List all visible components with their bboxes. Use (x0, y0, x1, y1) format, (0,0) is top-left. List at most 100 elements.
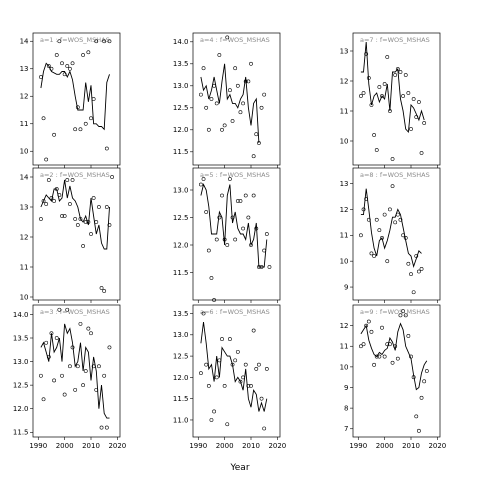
data-point (382, 212, 387, 217)
panel-frame (32, 167, 121, 301)
y-tick-label: 11 (340, 343, 349, 351)
data-point (65, 178, 70, 182)
data-point (233, 358, 238, 363)
data-point (235, 83, 240, 88)
data-point (83, 121, 88, 126)
data-point (104, 425, 109, 430)
x-axis-label: Year (229, 463, 249, 473)
data-point (377, 354, 382, 359)
data-point (262, 92, 267, 97)
data-point (398, 70, 403, 74)
x-tick-label: 2010 (242, 442, 260, 450)
data-point (238, 199, 243, 203)
y-tick-label: 11.5 (173, 148, 189, 156)
y-tick-label: 12.5 (13, 382, 29, 390)
data-point (411, 97, 416, 101)
data-point (39, 217, 43, 221)
data-point (217, 358, 222, 363)
y-tick-label: 12.0 (173, 374, 189, 382)
data-point (380, 94, 384, 98)
data-point (246, 215, 251, 220)
data-point (65, 307, 70, 312)
data-point (209, 276, 214, 280)
data-point (414, 115, 419, 119)
data-point (57, 39, 62, 44)
trend-line (360, 188, 422, 268)
panel-title: a=3 : f=WOS_MSHAS (40, 308, 110, 316)
panel-title: a=6 : f=WOS_MSHAS (200, 308, 270, 316)
data-point (225, 422, 230, 427)
data-point (214, 237, 219, 242)
data-point (251, 193, 256, 198)
data-point (212, 409, 216, 414)
data-point (235, 199, 240, 203)
data-point (102, 373, 107, 378)
data-point (97, 364, 101, 369)
data-point (385, 342, 390, 347)
x-tick-label: 2020 (108, 442, 126, 450)
data-point (199, 182, 203, 187)
trend-line (40, 179, 110, 250)
y-tick-label: 11 (340, 232, 349, 240)
data-point (374, 354, 379, 359)
data-point (228, 337, 232, 341)
trend-line (40, 323, 110, 419)
data-point (52, 132, 56, 137)
data-point (364, 323, 369, 328)
y-tick-label: 12.0 (173, 126, 189, 134)
data-point (107, 345, 112, 350)
y-tick-label: 13.5 (173, 310, 189, 318)
data-point (68, 364, 72, 369)
panel-frame (352, 32, 441, 166)
data-point (238, 379, 243, 384)
data-point (233, 66, 238, 71)
data-point (419, 151, 424, 155)
y-tick-label: 12.0 (13, 405, 29, 413)
x-tick-label: 2000 (216, 442, 234, 450)
data-point (97, 205, 101, 209)
data-point (249, 384, 253, 388)
data-point (251, 154, 256, 159)
data-point (91, 364, 96, 369)
y-tick-label: 12.0 (173, 241, 189, 249)
data-point (374, 148, 379, 152)
data-point (422, 121, 427, 125)
data-point (403, 73, 408, 77)
data-point (104, 205, 109, 209)
data-point (372, 133, 376, 137)
data-point (75, 223, 80, 227)
data-point (230, 119, 235, 123)
data-point (41, 199, 46, 203)
data-point (364, 52, 369, 56)
y-tick-label: 10 (340, 363, 349, 371)
data-point (366, 319, 371, 324)
y-tick-label: 13.5 (13, 334, 29, 342)
data-point (49, 66, 54, 71)
data-point (44, 340, 49, 345)
panel-5: a=5 : f=WOS_MSHAS 11.5 12.0 12.5 13.0 (173, 167, 281, 303)
data-point (201, 311, 206, 316)
data-point (251, 328, 256, 333)
panel-9: a=9 : f=WOS_MSHAS 7 8 9 10 11 12 1990 2000 2010 20… (340, 304, 446, 450)
data-point (54, 53, 59, 57)
data-point (220, 127, 224, 132)
y-tick-label: 11.0 (173, 416, 189, 424)
x-tick-label: 1990 (189, 442, 207, 450)
data-point (78, 127, 83, 132)
y-tick-label: 13 (340, 180, 349, 188)
data-point (222, 123, 227, 128)
panel-4: a=4 : f=WOS_MSHAS 11.5 12.0 12.5 13.0 13.5 14.… (173, 32, 281, 168)
data-point (409, 272, 413, 277)
y-tick-label: 11.5 (13, 429, 29, 437)
x-tick-label: 2020 (428, 442, 446, 450)
y-tick-label: 11 (20, 263, 29, 271)
y-tick-label: 14.0 (173, 38, 189, 46)
data-point (228, 88, 232, 93)
data-point (406, 261, 411, 266)
y-tick-label: 12.5 (173, 352, 189, 360)
data-point (238, 110, 243, 115)
data-point (424, 369, 429, 373)
x-tick-label: 2010 (402, 442, 420, 450)
data-point (60, 214, 64, 218)
data-point (257, 265, 261, 269)
